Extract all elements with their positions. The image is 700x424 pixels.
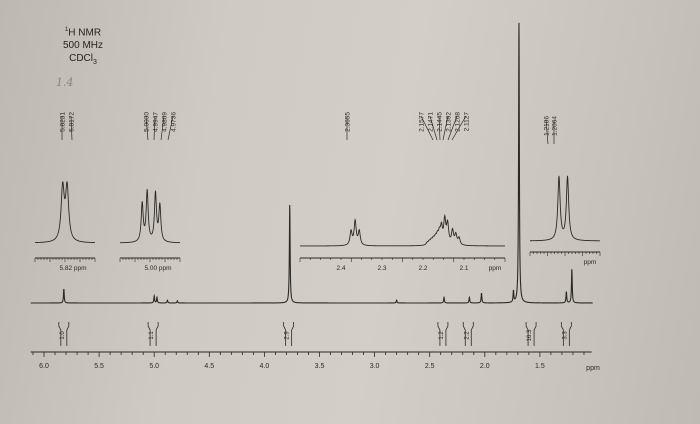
inset-spectrum-trace bbox=[300, 213, 505, 247]
peak-label-leader bbox=[153, 115, 156, 141]
peak-label: 2.3655 bbox=[345, 112, 352, 132]
integral-bracket bbox=[560, 322, 572, 346]
peak-label-leader bbox=[145, 115, 149, 141]
peak-label: 1.2186 bbox=[544, 116, 551, 136]
inset-axis-label: ppm bbox=[584, 259, 597, 266]
inset-axis-label: 5.00 ppm bbox=[144, 265, 171, 272]
integral-bracket bbox=[58, 322, 70, 346]
peak-label: 4.9736 bbox=[171, 112, 178, 132]
inset-axis-label: ppm bbox=[489, 265, 502, 272]
peak-label-leader bbox=[442, 115, 449, 141]
inset-tick-label: 2.2 bbox=[418, 265, 427, 272]
integral-bracket bbox=[147, 322, 159, 346]
x-axis-label: ppm bbox=[586, 365, 600, 372]
frequency-label: 500 MHz bbox=[62, 40, 103, 52]
inset-spectrum-trace bbox=[35, 181, 95, 244]
x-tick-label: 5.0 bbox=[149, 363, 159, 370]
peak-label: 2.1127 bbox=[464, 112, 471, 132]
peak-label: 1.2064 bbox=[552, 116, 559, 136]
integral-bracket bbox=[525, 322, 537, 346]
inset-spectrum-trace bbox=[529, 175, 600, 242]
x-tick-label: 5.5 bbox=[94, 363, 104, 370]
peak-label: 4.9809 bbox=[162, 112, 169, 132]
integral-value: 1.0 bbox=[60, 331, 66, 340]
integral-value: 1.1 bbox=[149, 331, 155, 340]
handwritten-note: 1.4 bbox=[56, 76, 74, 89]
integral-value: 2.9 bbox=[285, 331, 291, 340]
peak-label: 2.1471 bbox=[428, 112, 435, 132]
peak-label: 2.1392 bbox=[446, 112, 453, 132]
x-tick-label: 6.0 bbox=[39, 363, 49, 370]
inset-axis-label: 5.82 ppm bbox=[59, 265, 86, 272]
integral-value: 1.2 bbox=[439, 331, 445, 340]
peak-label-leader bbox=[438, 115, 441, 141]
x-tick-label: 3.5 bbox=[315, 363, 325, 370]
x-tick-label: 4.0 bbox=[260, 363, 270, 370]
nucleus-label: 1H NMR bbox=[64, 27, 102, 39]
x-tick-label: 3.0 bbox=[370, 363, 380, 370]
peak-label-leader bbox=[160, 115, 165, 141]
x-tick-label: 4.5 bbox=[204, 363, 214, 370]
integral-bracket bbox=[283, 322, 295, 346]
peak-label-leader bbox=[420, 115, 434, 141]
peak-label-leader bbox=[545, 119, 549, 145]
peak-label: 2.1445 bbox=[437, 112, 444, 132]
x-tick-label: 1.5 bbox=[535, 363, 545, 370]
integral-value: 2.2 bbox=[464, 331, 470, 340]
x-tick-label: 2.0 bbox=[480, 363, 490, 370]
peak-label: 2.1208 bbox=[455, 112, 462, 132]
peak-label-leader bbox=[167, 115, 174, 141]
integral-bracket bbox=[462, 322, 474, 346]
main-spectrum-trace bbox=[30, 22, 593, 304]
peak-label: 5.0030 bbox=[144, 112, 151, 132]
peak-label-leader bbox=[429, 115, 438, 141]
x-tick-label: 2.5 bbox=[425, 363, 435, 370]
peak-label-leader bbox=[447, 115, 458, 141]
peak-label: 2.1577 bbox=[419, 112, 426, 132]
inset-tick-label: 2.1 bbox=[459, 265, 468, 272]
inset-tick-label: 2.4 bbox=[336, 265, 345, 272]
inset-spectrum-trace bbox=[120, 188, 180, 244]
integral-value: 16.3 bbox=[527, 329, 533, 341]
solvent-label: CDCl3 bbox=[69, 53, 97, 67]
peak-label-leader bbox=[70, 115, 73, 141]
peak-label: 5.8172 bbox=[69, 112, 76, 132]
peak-label: 4.9947 bbox=[153, 112, 160, 132]
peak-label-leader bbox=[451, 115, 467, 141]
spectrum-header: 1H NMR 500 MHz CDCl3 bbox=[48, 24, 118, 69]
peak-label: 5.8231 bbox=[60, 112, 67, 132]
integral-value: 3.3 bbox=[562, 331, 568, 340]
inset-tick-label: 2.3 bbox=[377, 265, 386, 272]
integral-bracket bbox=[437, 322, 449, 346]
